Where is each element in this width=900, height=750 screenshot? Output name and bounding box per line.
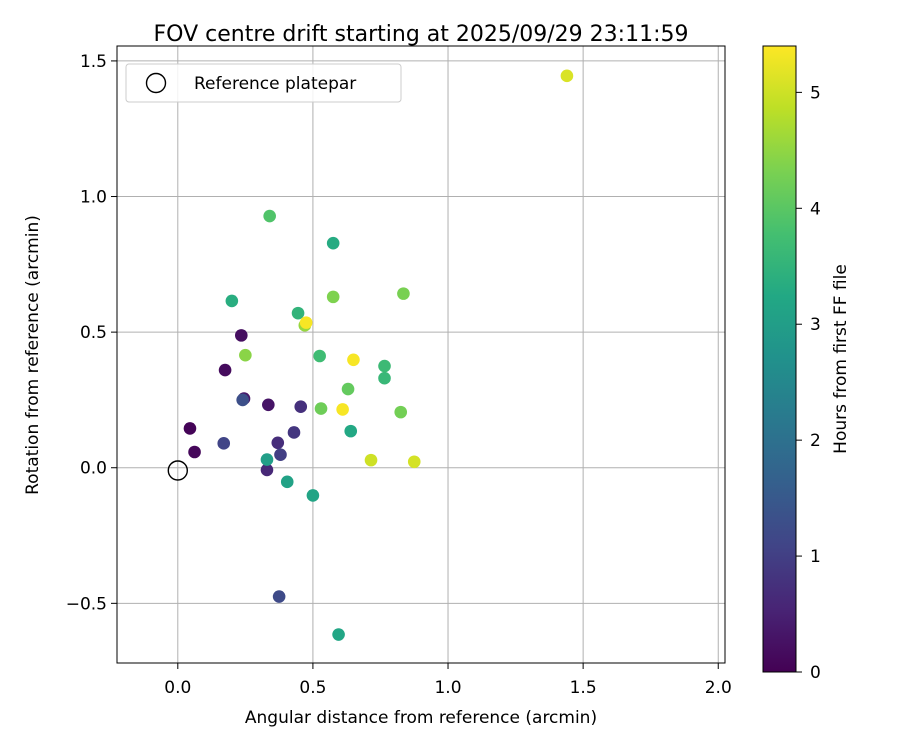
scatter-point <box>218 363 232 377</box>
grid-lines <box>117 46 725 663</box>
colorbar-tick-label: 3 <box>810 315 821 335</box>
scatter-point <box>313 349 326 363</box>
scatter-point <box>347 353 360 367</box>
colorbar-tick-label: 0 <box>810 663 821 683</box>
reference-marker <box>167 460 189 481</box>
scatter-point <box>364 453 378 467</box>
scatter-point <box>336 403 349 416</box>
y-axis-ticks: −0.5 0.0 0.5 1.0 1.5 <box>66 52 117 614</box>
y-tick-label: −0.5 <box>66 594 107 614</box>
y-tick-label: 0.0 <box>80 459 107 479</box>
x-axis-label: Angular distance from reference (arcmin) <box>245 708 597 728</box>
scatter-point <box>188 445 201 459</box>
colorbar-tick-label: 4 <box>810 199 821 219</box>
legend-label-reference: Reference platepar <box>194 74 356 94</box>
scatter-point <box>287 426 301 439</box>
scatter-point <box>294 400 308 414</box>
legend-box <box>125 63 402 103</box>
scatter-point <box>326 236 340 250</box>
scatter-point <box>183 422 197 435</box>
scatter-point <box>239 348 252 362</box>
scatter-point <box>271 436 285 450</box>
data-points <box>183 69 574 641</box>
scatter-point <box>217 437 231 450</box>
legend: Reference platepar <box>125 63 402 103</box>
scatter-point <box>397 287 410 300</box>
y-tick-label: 0.5 <box>80 323 107 343</box>
scatter-point <box>378 359 391 373</box>
colorbar-label: Hours from first FF file <box>831 264 851 454</box>
colorbar-tick-label: 5 <box>810 83 821 103</box>
plot-frame <box>116 45 726 664</box>
scatter-point <box>332 628 345 641</box>
colorbar-gradient <box>762 45 797 673</box>
y-axis-label: Rotation from reference (arcmin) <box>23 215 43 495</box>
scatter-point <box>280 475 294 489</box>
scatter-point <box>306 489 320 502</box>
legend-reference-marker <box>145 72 167 94</box>
scatter-point <box>272 590 286 603</box>
scatter-point <box>291 306 305 320</box>
x-axis-ticks: 0.0 0.5 1.0 1.5 2.0 <box>164 663 732 698</box>
colorbar: 0 1 2 3 4 5 Hours from first FF file <box>762 45 851 683</box>
x-tick-label: 2.0 <box>705 678 732 698</box>
scatter-point <box>326 290 340 304</box>
x-tick-label: 1.5 <box>570 678 597 698</box>
scatter-point <box>274 448 287 462</box>
scatter-point <box>235 329 248 342</box>
y-tick-label: 1.0 <box>80 188 107 208</box>
scatter-point <box>225 294 239 308</box>
colorbar-tick-label: 1 <box>810 547 821 567</box>
scatter-point <box>314 402 328 415</box>
scatter-point <box>263 209 276 223</box>
scatter-point <box>394 405 408 419</box>
scatter-point <box>341 382 355 396</box>
colorbar-ticks: 0 1 2 3 4 5 <box>796 83 821 683</box>
colorbar-tick-label: 2 <box>810 431 821 451</box>
scatter-point <box>407 455 421 469</box>
scatter-point <box>236 393 249 407</box>
scatter-point <box>378 371 391 385</box>
chart-title: FOV centre drift starting at 2025/09/29 … <box>154 22 689 47</box>
scatter-point <box>344 424 358 438</box>
y-tick-label: 1.5 <box>80 52 107 72</box>
scatter-point <box>299 316 313 329</box>
scatter-point <box>260 453 274 466</box>
x-tick-label: 1.0 <box>434 678 461 698</box>
x-tick-label: 0.5 <box>299 678 326 698</box>
x-tick-label: 0.0 <box>164 678 191 698</box>
scatter-point <box>260 463 274 477</box>
scatter-point <box>560 69 574 83</box>
scatter-point <box>262 398 275 412</box>
